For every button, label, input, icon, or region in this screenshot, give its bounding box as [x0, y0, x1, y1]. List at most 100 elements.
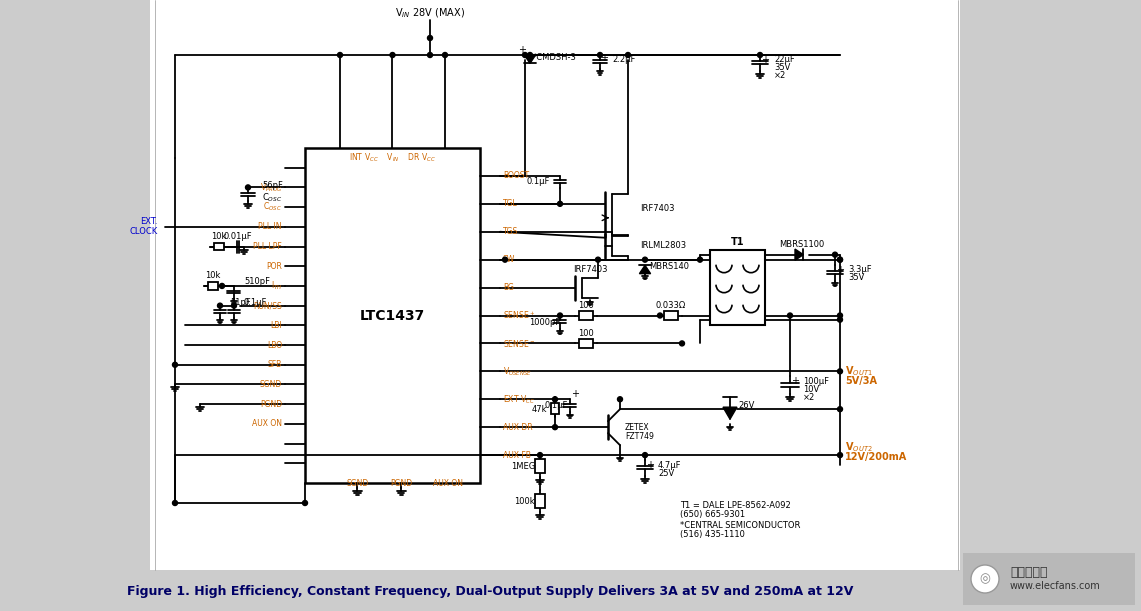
- Circle shape: [837, 407, 842, 412]
- Text: 10k: 10k: [205, 271, 220, 280]
- Text: ◎: ◎: [980, 573, 990, 585]
- Bar: [149, 0, 960, 570]
- Text: *CENTRAL SEMICONDUCTOR: *CENTRAL SEMICONDUCTOR: [680, 521, 800, 530]
- Circle shape: [428, 35, 432, 40]
- Text: AUX ON: AUX ON: [434, 478, 463, 488]
- Text: V$_{IN}$ 28V (MAX): V$_{IN}$ 28V (MAX): [395, 6, 466, 20]
- Text: SGND: SGND: [347, 478, 369, 488]
- Circle shape: [598, 53, 602, 57]
- Text: PGND: PGND: [390, 478, 412, 488]
- Text: 100: 100: [578, 329, 593, 338]
- Text: 3.3µF: 3.3µF: [848, 265, 872, 274]
- Text: 51pF: 51pF: [230, 298, 251, 307]
- Circle shape: [232, 303, 236, 308]
- Bar: [580, 310, 592, 320]
- Text: BOOST: BOOST: [503, 172, 529, 180]
- Circle shape: [758, 53, 762, 57]
- Circle shape: [338, 53, 342, 57]
- Circle shape: [657, 313, 663, 318]
- Text: (516) 435-1110: (516) 435-1110: [680, 530, 745, 540]
- Text: IRLML2803: IRLML2803: [640, 241, 686, 251]
- Circle shape: [837, 257, 842, 262]
- Text: 10k: 10k: [211, 232, 227, 241]
- Text: 12V/200mA: 12V/200mA: [845, 452, 907, 462]
- Bar: [535, 459, 545, 473]
- Bar: [208, 282, 218, 290]
- Circle shape: [837, 313, 842, 318]
- Circle shape: [552, 397, 558, 402]
- Text: MBRS140: MBRS140: [649, 262, 689, 271]
- Text: +: +: [646, 460, 654, 470]
- Text: +: +: [791, 376, 799, 386]
- Text: RUN/SS: RUN/SS: [253, 301, 282, 310]
- Circle shape: [596, 257, 600, 262]
- Text: 35V: 35V: [774, 64, 791, 73]
- Text: SW: SW: [503, 255, 516, 264]
- Text: LBI: LBI: [270, 321, 282, 330]
- Text: 0.01µF: 0.01µF: [224, 232, 252, 241]
- Polygon shape: [795, 249, 803, 260]
- Text: PGND: PGND: [260, 400, 282, 409]
- Circle shape: [837, 257, 842, 262]
- Bar: [664, 310, 678, 320]
- Text: T1 = DALE LPE-8562-A092: T1 = DALE LPE-8562-A092: [680, 500, 791, 510]
- Bar: [535, 494, 545, 508]
- Text: 0.033Ω: 0.033Ω: [656, 301, 686, 310]
- Circle shape: [502, 257, 508, 262]
- Circle shape: [527, 53, 533, 57]
- Text: +: +: [600, 53, 608, 63]
- Text: *CMDSH-3: *CMDSH-3: [533, 54, 577, 62]
- Bar: [551, 403, 559, 414]
- Text: 100: 100: [578, 301, 593, 310]
- Text: BG: BG: [503, 283, 513, 292]
- Text: 22µF: 22µF: [774, 56, 795, 65]
- Circle shape: [552, 425, 558, 430]
- Circle shape: [617, 397, 623, 402]
- Circle shape: [428, 53, 432, 57]
- Text: C$_{OSC}$: C$_{OSC}$: [262, 191, 282, 203]
- Text: 47k: 47k: [532, 404, 547, 414]
- Text: Figure 1. High Efficiency, Constant Frequency, Dual-Output Supply Delivers 3A at: Figure 1. High Efficiency, Constant Freq…: [127, 585, 853, 598]
- Text: CLOCK: CLOCK: [130, 227, 157, 236]
- Polygon shape: [639, 265, 650, 274]
- Circle shape: [833, 252, 837, 257]
- Text: PLL LPF: PLL LPF: [253, 242, 282, 251]
- Text: 1000pF: 1000pF: [528, 318, 560, 327]
- Circle shape: [218, 303, 222, 308]
- Text: I$_{TH}$: I$_{TH}$: [270, 280, 282, 292]
- Text: 5V/3A: 5V/3A: [845, 376, 877, 386]
- Circle shape: [558, 202, 563, 207]
- Text: 56pF: 56pF: [262, 181, 283, 190]
- Text: 510pF: 510pF: [244, 277, 270, 287]
- Text: 35V: 35V: [848, 273, 865, 282]
- Circle shape: [642, 257, 647, 262]
- Text: 100k: 100k: [515, 497, 535, 505]
- Text: POR: POR: [266, 262, 282, 271]
- Text: V$_{OUT2}$: V$_{OUT2}$: [845, 440, 873, 454]
- Circle shape: [302, 500, 308, 505]
- Text: 0.1µF: 0.1µF: [527, 177, 550, 186]
- Text: LTC1437: LTC1437: [359, 309, 426, 323]
- FancyBboxPatch shape: [963, 553, 1135, 605]
- Text: T1: T1: [730, 236, 744, 247]
- Bar: [213, 243, 225, 251]
- Text: IRF7403: IRF7403: [640, 204, 674, 213]
- Text: SENSE$^-$: SENSE$^-$: [503, 338, 535, 349]
- Text: EXT V$_{CC}$: EXT V$_{CC}$: [503, 393, 535, 406]
- Circle shape: [172, 362, 178, 367]
- Text: MBRS1100: MBRS1100: [779, 240, 825, 249]
- Text: LBO: LBO: [267, 340, 282, 349]
- Circle shape: [642, 453, 647, 458]
- Text: PLL IN: PLL IN: [259, 222, 282, 232]
- Text: ZETEX: ZETEX: [625, 423, 649, 431]
- Circle shape: [537, 453, 542, 458]
- Text: V$_{OUT1}$: V$_{OUT1}$: [845, 364, 873, 378]
- Text: IRF7403: IRF7403: [573, 265, 607, 274]
- Text: +: +: [836, 265, 844, 275]
- Text: V$_{PROG}$: V$_{PROG}$: [260, 181, 282, 194]
- Text: 1MEG: 1MEG: [511, 461, 535, 470]
- Circle shape: [245, 185, 251, 190]
- Text: +: +: [570, 389, 578, 399]
- Text: TGS: TGS: [503, 227, 518, 236]
- Circle shape: [523, 53, 527, 57]
